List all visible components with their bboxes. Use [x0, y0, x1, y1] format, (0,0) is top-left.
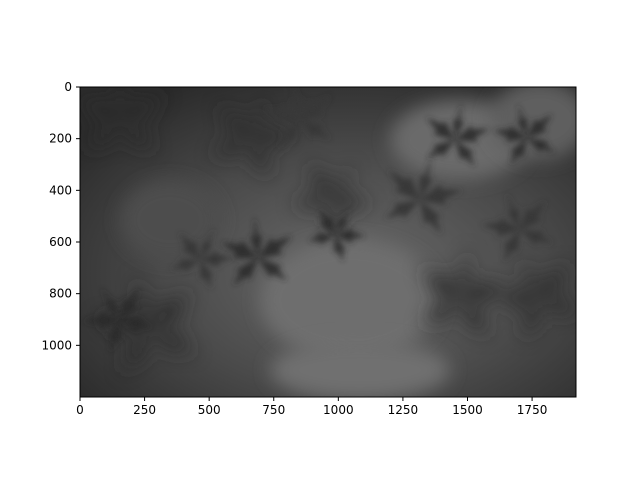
x-tick-label: 1750	[517, 403, 548, 417]
y-tick-label: 400	[49, 183, 72, 197]
x-tick-label: 0	[76, 403, 84, 417]
x-tick-label: 1500	[452, 403, 483, 417]
image-area	[80, 87, 576, 397]
y-axis-ticks: 0 200 400 600 800 1000	[41, 80, 80, 352]
y-tick-label: 200	[49, 132, 72, 146]
y-tick-label: 0	[64, 80, 72, 94]
x-tick-label: 500	[198, 403, 221, 417]
x-tick-label: 1250	[388, 403, 419, 417]
y-tick-label: 800	[49, 287, 72, 301]
y-tick-label: 1000	[41, 338, 72, 352]
y-tick-label: 600	[49, 235, 72, 249]
x-tick-label: 1000	[323, 403, 354, 417]
x-axis-ticks: 0 250 500 750 1000 1250 1500 1750	[76, 397, 547, 417]
x-tick-label: 750	[262, 403, 285, 417]
x-tick-label: 250	[133, 403, 156, 417]
